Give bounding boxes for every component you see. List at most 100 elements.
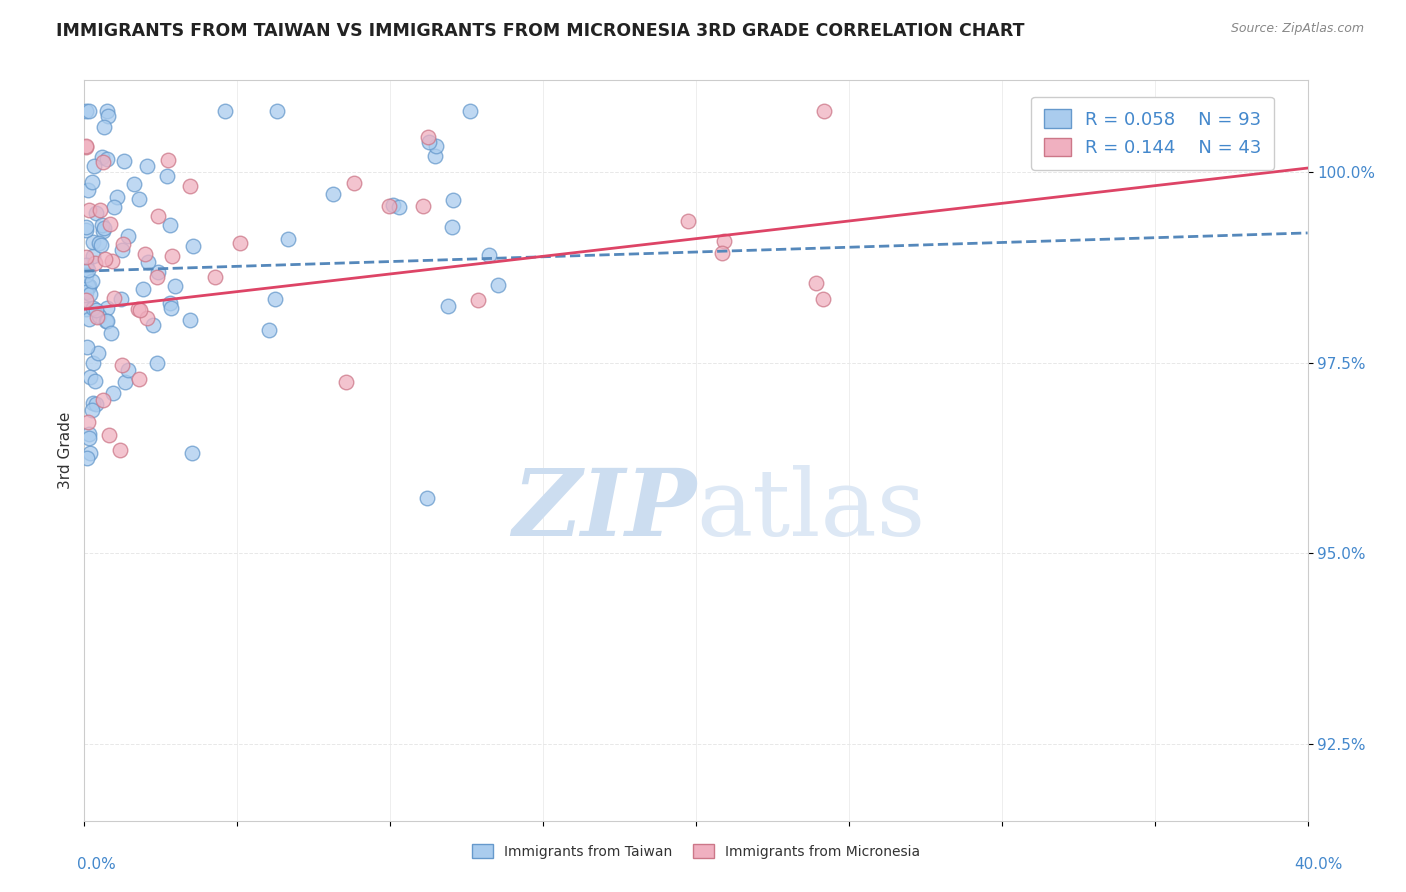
Point (467, 293, 489, 307)
Point (84, 397, 107, 411)
Point (418, 135, 440, 149)
Point (382, 198, 405, 212)
Point (75, 139, 97, 153)
Point (101, 253, 124, 268)
Point (388, 200, 411, 214)
Point (79, 431, 101, 445)
Point (82, 235, 104, 249)
Point (108, 442, 131, 457)
Point (105, 190, 128, 204)
Point (79, 311, 101, 326)
Point (412, 199, 434, 213)
Point (96, 153, 118, 167)
Point (111, 236, 134, 251)
Point (159, 301, 181, 316)
Point (79, 286, 101, 301)
Point (75, 268, 97, 282)
Point (93, 120, 115, 135)
Y-axis label: 3rd Grade: 3rd Grade (58, 412, 73, 489)
Point (86, 303, 108, 318)
Point (134, 247, 156, 261)
Point (91, 392, 114, 407)
Point (77, 263, 100, 277)
Point (82, 175, 104, 189)
Point (111, 243, 134, 257)
Point (82, 301, 104, 316)
Point (136, 310, 159, 325)
Point (87, 345, 110, 359)
Point (75, 103, 97, 118)
Point (266, 103, 288, 118)
Point (101, 386, 124, 401)
Point (148, 209, 170, 223)
Text: Source: ZipAtlas.com: Source: ZipAtlas.com (1230, 22, 1364, 36)
Point (128, 302, 150, 317)
Point (811, 292, 834, 306)
Point (128, 372, 150, 386)
Point (75, 293, 97, 308)
Point (128, 192, 150, 206)
Point (229, 236, 252, 251)
Point (142, 318, 165, 333)
Point (100, 326, 122, 340)
Point (89, 202, 111, 217)
Point (122, 177, 145, 191)
Point (84, 206, 107, 220)
Point (76, 450, 98, 465)
Point (82, 274, 104, 288)
Point (204, 269, 226, 284)
Point (77, 279, 100, 293)
Point (79, 446, 101, 460)
Point (97, 428, 120, 442)
Point (96, 301, 118, 316)
Point (90, 238, 112, 252)
Point (98, 217, 121, 231)
Point (76, 183, 98, 197)
Point (77, 278, 100, 293)
Point (415, 491, 437, 505)
Point (75, 285, 97, 300)
Point (117, 363, 139, 377)
Point (478, 248, 501, 262)
Point (425, 139, 447, 153)
Point (425, 148, 447, 162)
Point (676, 214, 699, 228)
Point (111, 358, 134, 372)
Point (713, 234, 735, 248)
Point (82, 249, 104, 263)
Text: 40.0%: 40.0% (1295, 857, 1343, 872)
Point (110, 292, 132, 306)
Point (75, 223, 97, 237)
Point (163, 279, 186, 293)
Point (93, 221, 115, 235)
Point (441, 193, 464, 207)
Text: atlas: atlas (696, 465, 925, 555)
Point (83, 159, 105, 173)
Point (77, 103, 100, 118)
Point (160, 249, 183, 263)
Point (263, 292, 285, 306)
Point (146, 265, 169, 279)
Point (75, 258, 97, 272)
Point (91, 155, 114, 169)
Point (103, 291, 125, 305)
Point (77, 427, 100, 442)
Point (77, 415, 100, 429)
Point (257, 323, 280, 337)
Point (75, 251, 97, 265)
Point (135, 160, 157, 174)
Point (322, 186, 344, 201)
Point (441, 220, 464, 235)
Point (181, 238, 204, 252)
Point (89, 310, 111, 324)
Point (418, 130, 440, 145)
Point (277, 232, 299, 246)
Point (156, 169, 179, 183)
Point (83, 256, 105, 270)
Point (214, 103, 236, 118)
Point (76, 340, 98, 354)
Point (159, 296, 181, 310)
Point (804, 277, 827, 291)
Legend: Immigrants from Taiwan, Immigrants from Micronesia: Immigrants from Taiwan, Immigrants from … (465, 837, 927, 865)
Point (146, 269, 169, 284)
